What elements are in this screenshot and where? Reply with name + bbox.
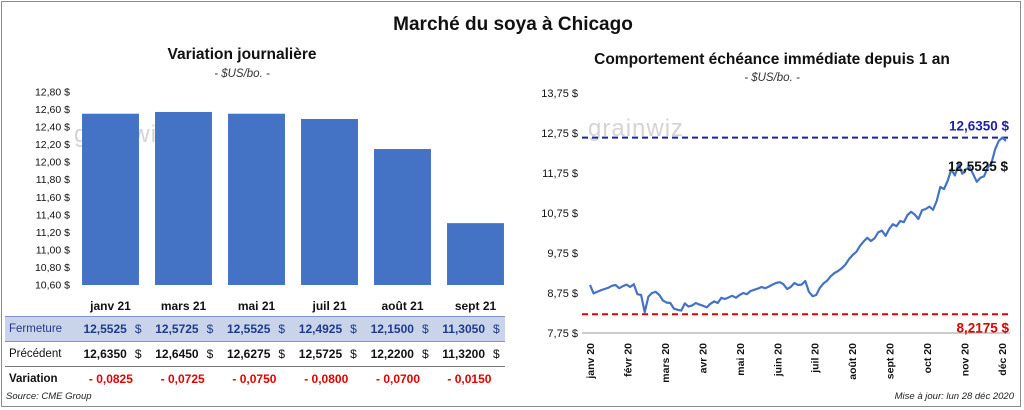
y-tick-label: 12,00 $ <box>35 157 70 169</box>
table-unit: $ <box>274 341 291 367</box>
x-tick-label: juin 20 <box>772 343 784 377</box>
y-tick-label: 10,75 $ <box>541 208 578 220</box>
bar-chart-title: Variation journalière <box>167 46 317 63</box>
x-tick-label: juil 20 <box>810 343 822 374</box>
table-cell: 12,5725 <box>290 341 347 367</box>
low-reference-label: 8,2175 $ <box>956 320 1009 335</box>
y-tick-label: 12,20 $ <box>35 139 70 151</box>
table-unit: $ <box>130 341 147 367</box>
y-tick-label: 12,40 $ <box>35 122 70 134</box>
table-cell: 12,2200 <box>362 341 418 367</box>
price-line <box>588 136 1007 314</box>
y-tick-label: 11,75 $ <box>542 168 578 180</box>
table-cell: - 0,0725 <box>160 372 205 386</box>
table-cell: - 0,0800 <box>304 372 349 386</box>
bar <box>155 111 212 286</box>
y-tick-label: 9,75 $ <box>547 248 578 260</box>
bar-chart-subtitle: - $US/bo. - <box>214 68 270 80</box>
table-cell: - 0,0825 <box>88 372 133 386</box>
line-chart-subtitle: - $US/bo. - <box>744 72 800 84</box>
line-chart: 7,75 $ 8,75 $ 9,75 $ 10,75 $ 11,75 $ 12,75 $ 1… <box>541 88 1010 383</box>
x-tick-label: janv 20 <box>585 343 597 380</box>
table-cell: - 0,0700 <box>375 372 421 386</box>
x-tick-label: oct 20 <box>922 343 934 374</box>
x-tick-label: sept 20 <box>885 343 897 379</box>
table-cell: 12,6350 <box>75 341 131 367</box>
table-row-fermeture: Fermeture 12,5525 $ 12,5725 $ 12,5525 $ 12,… <box>5 316 505 342</box>
table-cell: - 0,0150 <box>447 372 492 386</box>
x-tick-label: août 21 <box>381 299 423 313</box>
bar <box>447 223 504 285</box>
row-label: Précédent <box>5 341 75 367</box>
row-label: Fermeture <box>5 316 75 342</box>
table-unit: $ <box>130 316 147 342</box>
x-tick-label: mars 20 <box>660 343 672 383</box>
x-tick-label: mars 21 <box>161 299 207 313</box>
y-tick-label: 13,75 $ <box>541 88 578 100</box>
x-tick-label: janv 21 <box>89 299 131 313</box>
row-label: Variation <box>9 373 58 385</box>
y-tick-label: 12,75 $ <box>541 128 578 140</box>
line-chart-title: Comportement échéance immédiate depuis 1… <box>594 51 950 68</box>
table-cell: 11,3200 <box>433 341 489 367</box>
x-tick-label: févr 20 <box>622 343 634 377</box>
x-tick-label: mai 21 <box>238 299 276 313</box>
table-cell: 12,5525 <box>218 316 275 342</box>
table-unit: $ <box>417 341 434 367</box>
bar <box>301 118 358 285</box>
table-unit: $ <box>417 316 434 342</box>
last-value-label: 12,5525 $ <box>948 159 1009 174</box>
x-tick-label: déc 20 <box>997 343 1009 376</box>
y-tick-label: 12,80 $ <box>35 87 70 99</box>
table-cell: 12,1500 <box>362 316 418 342</box>
x-tick-label: juil 21 <box>311 299 346 313</box>
y-tick-label: 11,80 $ <box>36 174 70 186</box>
source-note: Source: CME Group <box>6 391 92 402</box>
table-row-variation: Variation - 0,0825 - 0,0725 - 0,0750 - 0… <box>5 367 505 392</box>
table-unit: $ <box>489 341 505 367</box>
table-cell: 12,4925 <box>290 316 347 342</box>
x-tick-label: mai 20 <box>735 343 747 376</box>
main-title: Marché du soya à Chicago <box>393 14 633 35</box>
table-unit: $ <box>489 316 505 342</box>
table-unit: $ <box>274 316 291 342</box>
update-note: Mise à jour: lun 28 déc 2020 <box>894 391 1014 402</box>
table-cell: - 0,0750 <box>232 372 277 386</box>
high-reference-label: 12,6350 $ <box>949 119 1010 134</box>
table-cell: 12,5725 <box>146 316 203 342</box>
x-tick-label: avr 20 <box>697 343 709 374</box>
table-unit: $ <box>346 341 363 367</box>
y-tick-label: 12,60 $ <box>35 104 70 116</box>
y-tick-label: 11,60 $ <box>36 192 70 204</box>
y-tick-label: 11,20 $ <box>36 227 70 239</box>
bar <box>82 113 139 286</box>
table-cell: 12,6450 <box>146 341 203 367</box>
table-cell: 11,3050 <box>433 316 489 342</box>
y-tick-label: 10,60 $ <box>35 280 70 292</box>
table-cell: 12,5525 <box>75 316 131 342</box>
bar-chart: 10,60 $ 10,80 $ 11,00 $ 11,20 $ 11,40 $ 11,60… <box>35 87 504 313</box>
y-tick-label: 8,75 $ <box>547 288 578 300</box>
y-tick-label: 7,75 $ <box>547 328 578 340</box>
futures-table: Fermeture 12,5525 $ 12,5725 $ 12,5525 $ 12,… <box>5 316 505 391</box>
bar <box>374 149 431 285</box>
table-unit: $ <box>202 316 219 342</box>
table-unit: $ <box>202 341 219 367</box>
y-tick-label: 11,00 $ <box>36 244 70 256</box>
table-unit: $ <box>346 316 363 342</box>
x-tick-label: nov 20 <box>960 343 972 376</box>
table-row-precedent: Précédent 12,6350 $ 12,6450 $ 12,6275 $ 12,… <box>5 341 505 367</box>
y-tick-label: 10,80 $ <box>35 262 70 274</box>
x-tick-label: août 20 <box>847 343 859 380</box>
bar <box>228 113 285 286</box>
table-cell: 12,6275 <box>218 341 275 367</box>
x-tick-label: sept 21 <box>455 299 497 313</box>
y-tick-label: 11,40 $ <box>36 209 70 221</box>
